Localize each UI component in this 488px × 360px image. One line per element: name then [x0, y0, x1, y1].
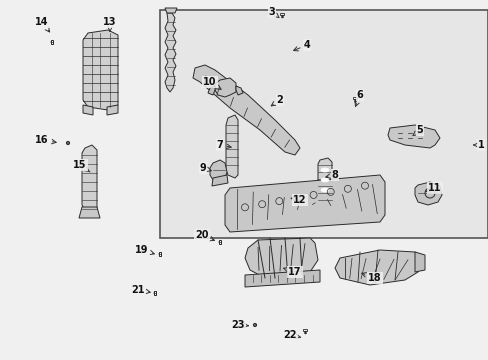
- Text: 19: 19: [135, 245, 154, 255]
- Polygon shape: [83, 105, 93, 115]
- Bar: [158, 252, 161, 256]
- Text: 1: 1: [473, 140, 484, 150]
- Polygon shape: [244, 270, 319, 287]
- Bar: [218, 240, 221, 244]
- Polygon shape: [212, 175, 227, 186]
- Text: 7: 7: [216, 140, 231, 150]
- Text: 8: 8: [325, 170, 338, 180]
- Polygon shape: [387, 125, 439, 148]
- Ellipse shape: [320, 188, 328, 192]
- Bar: [160, 10, 487, 238]
- Text: 11: 11: [425, 183, 441, 193]
- Polygon shape: [236, 86, 243, 95]
- Text: 3: 3: [268, 7, 279, 18]
- Polygon shape: [215, 78, 236, 97]
- Text: 16: 16: [35, 135, 56, 145]
- Polygon shape: [414, 182, 441, 205]
- Polygon shape: [164, 13, 176, 92]
- Polygon shape: [107, 105, 118, 115]
- Bar: [153, 291, 156, 295]
- Text: 23: 23: [231, 320, 248, 330]
- Text: 17: 17: [283, 267, 301, 277]
- Polygon shape: [193, 65, 299, 155]
- Polygon shape: [83, 30, 118, 110]
- Polygon shape: [79, 207, 100, 218]
- Text: 5: 5: [412, 125, 423, 136]
- Ellipse shape: [320, 168, 328, 172]
- Bar: [352, 97, 356, 99]
- Text: 12: 12: [290, 195, 306, 205]
- Text: 14: 14: [35, 17, 50, 32]
- Text: 6: 6: [354, 90, 363, 107]
- Bar: [280, 13, 283, 14]
- Text: 21: 21: [131, 285, 150, 295]
- Text: 4: 4: [293, 40, 310, 51]
- Text: 9: 9: [199, 163, 211, 173]
- Bar: [50, 40, 53, 44]
- Polygon shape: [209, 160, 226, 182]
- Polygon shape: [82, 145, 97, 212]
- Text: 10: 10: [203, 77, 221, 89]
- Text: 18: 18: [361, 273, 381, 283]
- Polygon shape: [207, 86, 215, 95]
- Polygon shape: [317, 158, 331, 208]
- Text: 2: 2: [271, 95, 283, 106]
- Polygon shape: [244, 238, 317, 278]
- Text: 20: 20: [195, 230, 214, 241]
- Polygon shape: [164, 8, 177, 13]
- Text: 13: 13: [103, 17, 117, 31]
- Polygon shape: [334, 250, 419, 285]
- Polygon shape: [414, 252, 424, 272]
- Text: 15: 15: [73, 160, 90, 172]
- Text: 22: 22: [283, 330, 300, 340]
- Bar: [303, 329, 306, 330]
- Ellipse shape: [320, 178, 328, 182]
- Polygon shape: [224, 175, 384, 232]
- Polygon shape: [225, 115, 238, 178]
